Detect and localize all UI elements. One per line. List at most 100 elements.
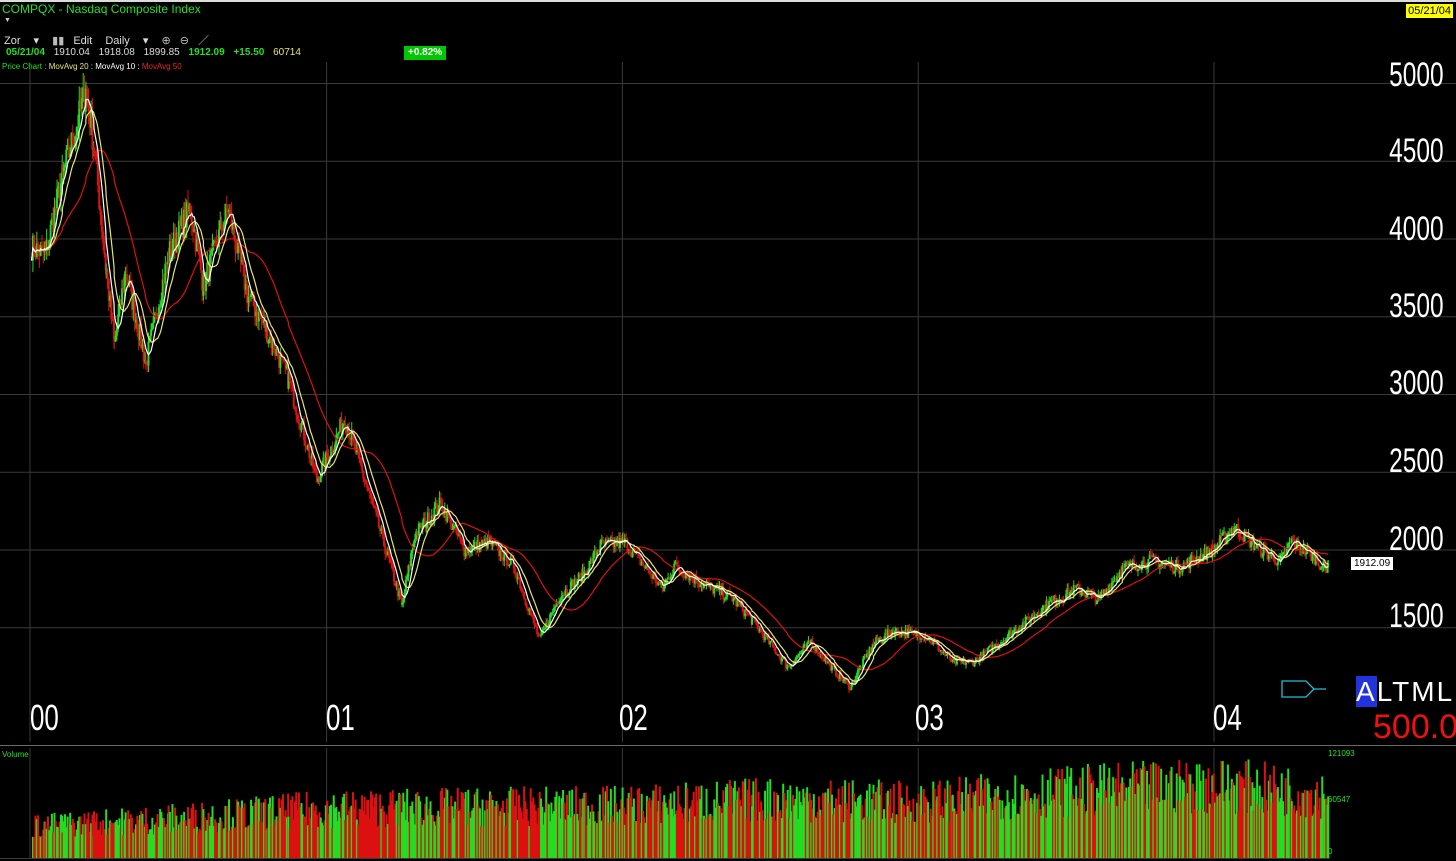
volume-bar xyxy=(536,823,539,858)
candle-body xyxy=(1142,560,1145,563)
volume-bar xyxy=(1223,801,1226,858)
volume-bar xyxy=(384,826,387,858)
volume-bar xyxy=(1011,799,1014,858)
volume-bar xyxy=(1149,764,1152,858)
volume-bar xyxy=(773,791,776,858)
volume-bar xyxy=(1036,798,1039,858)
volume-bar xyxy=(584,792,587,858)
volume-bar xyxy=(1226,764,1229,858)
candle-body xyxy=(609,537,612,541)
y-tick-3500: 3500 xyxy=(1389,287,1444,325)
candle-body xyxy=(512,559,515,569)
candle-body xyxy=(202,290,205,296)
zoom-dropdown[interactable]: Zor ▾ xyxy=(4,35,40,47)
candle-body xyxy=(122,288,125,292)
volume-bar xyxy=(639,822,642,858)
candle-body xyxy=(527,608,530,612)
volume-bar xyxy=(417,796,420,858)
candle-body xyxy=(1237,523,1240,533)
volume-bar xyxy=(1213,802,1216,858)
volume-bar xyxy=(1308,793,1311,858)
period-dropdown[interactable]: Daily ▾ xyxy=(105,35,149,47)
candle-body xyxy=(104,253,107,270)
candle-body xyxy=(744,609,747,617)
volume-bar xyxy=(691,800,694,858)
volume-bar xyxy=(638,788,641,858)
volume-bar xyxy=(1279,803,1282,858)
candle-body xyxy=(1232,528,1235,532)
candle-body xyxy=(92,147,95,150)
volume-bar xyxy=(1181,779,1184,858)
edit-button[interactable]: Edit xyxy=(73,35,93,47)
volume-bar xyxy=(70,825,73,858)
candle-body xyxy=(1131,560,1134,568)
alert-code[interactable]: ALTML xyxy=(1356,676,1454,708)
volume-bar xyxy=(943,788,946,858)
volume-bar xyxy=(187,807,190,858)
candle-body xyxy=(1188,558,1191,569)
candle-body xyxy=(663,584,666,592)
volume-bar xyxy=(1126,798,1129,858)
candle-body xyxy=(1197,556,1200,564)
volume-bar xyxy=(648,797,651,858)
candle-body xyxy=(1274,561,1277,565)
volume-bar xyxy=(1031,803,1034,858)
volume-bar xyxy=(664,802,667,858)
bar-chart-icon[interactable]: ▮▮ xyxy=(52,35,65,47)
volume-bar xyxy=(784,800,787,858)
candle-body xyxy=(1167,561,1170,565)
candle-body xyxy=(439,497,442,501)
volume-bar xyxy=(446,789,449,858)
volume-bar xyxy=(990,802,993,858)
volume-bar xyxy=(1063,778,1066,858)
candle-body xyxy=(50,219,53,225)
volume-bar xyxy=(215,822,218,858)
volume-bar xyxy=(1113,791,1116,858)
candle-body xyxy=(981,652,984,660)
candle-body xyxy=(332,450,335,453)
volume-bar xyxy=(766,781,769,858)
volume-bar xyxy=(1191,783,1194,858)
volume-bar xyxy=(602,787,605,858)
candle-body xyxy=(658,582,661,585)
collapse-caret-icon[interactable]: ▼ xyxy=(4,17,11,24)
volume-bar xyxy=(485,800,488,858)
candle-body xyxy=(879,637,882,640)
candle-body xyxy=(943,652,946,656)
candle-body xyxy=(144,360,147,362)
volume-bar xyxy=(214,819,217,858)
volume-bar xyxy=(1310,789,1313,858)
volume-bar xyxy=(228,799,231,858)
candle-body xyxy=(1191,555,1194,562)
volume-bar xyxy=(1232,782,1235,858)
volume-bar xyxy=(84,824,87,858)
candle-body xyxy=(66,145,69,150)
y-tick-1500: 1500 xyxy=(1389,597,1444,635)
draw-line-icon[interactable]: ／ xyxy=(198,35,209,47)
candle-body xyxy=(789,665,792,667)
candle-body xyxy=(129,280,132,285)
volume-bar xyxy=(543,812,546,858)
zoom-in-icon[interactable]: ⊕ xyxy=(161,35,171,47)
volume-bar xyxy=(400,812,403,858)
volume-bar xyxy=(879,795,882,858)
volume-bar xyxy=(1133,773,1136,858)
candle-body xyxy=(31,235,34,261)
volume-bar xyxy=(1083,803,1086,858)
volume-bar xyxy=(900,797,903,858)
volume-bar xyxy=(553,811,556,858)
candle-body xyxy=(596,551,599,556)
candle-body xyxy=(748,614,751,616)
candle-body xyxy=(679,570,682,572)
zoom-out-icon[interactable]: ⊖ xyxy=(179,35,189,47)
volume-bar xyxy=(719,808,722,858)
candle-body xyxy=(403,592,406,599)
volume-bar xyxy=(1003,807,1006,858)
candle-body xyxy=(669,576,672,580)
candle-body xyxy=(263,319,266,324)
candle-body xyxy=(976,657,979,659)
volume-bar xyxy=(371,794,374,858)
quote-high: 1918.08 xyxy=(98,47,135,58)
volume-bar xyxy=(180,814,183,858)
volume-bar xyxy=(896,816,899,858)
